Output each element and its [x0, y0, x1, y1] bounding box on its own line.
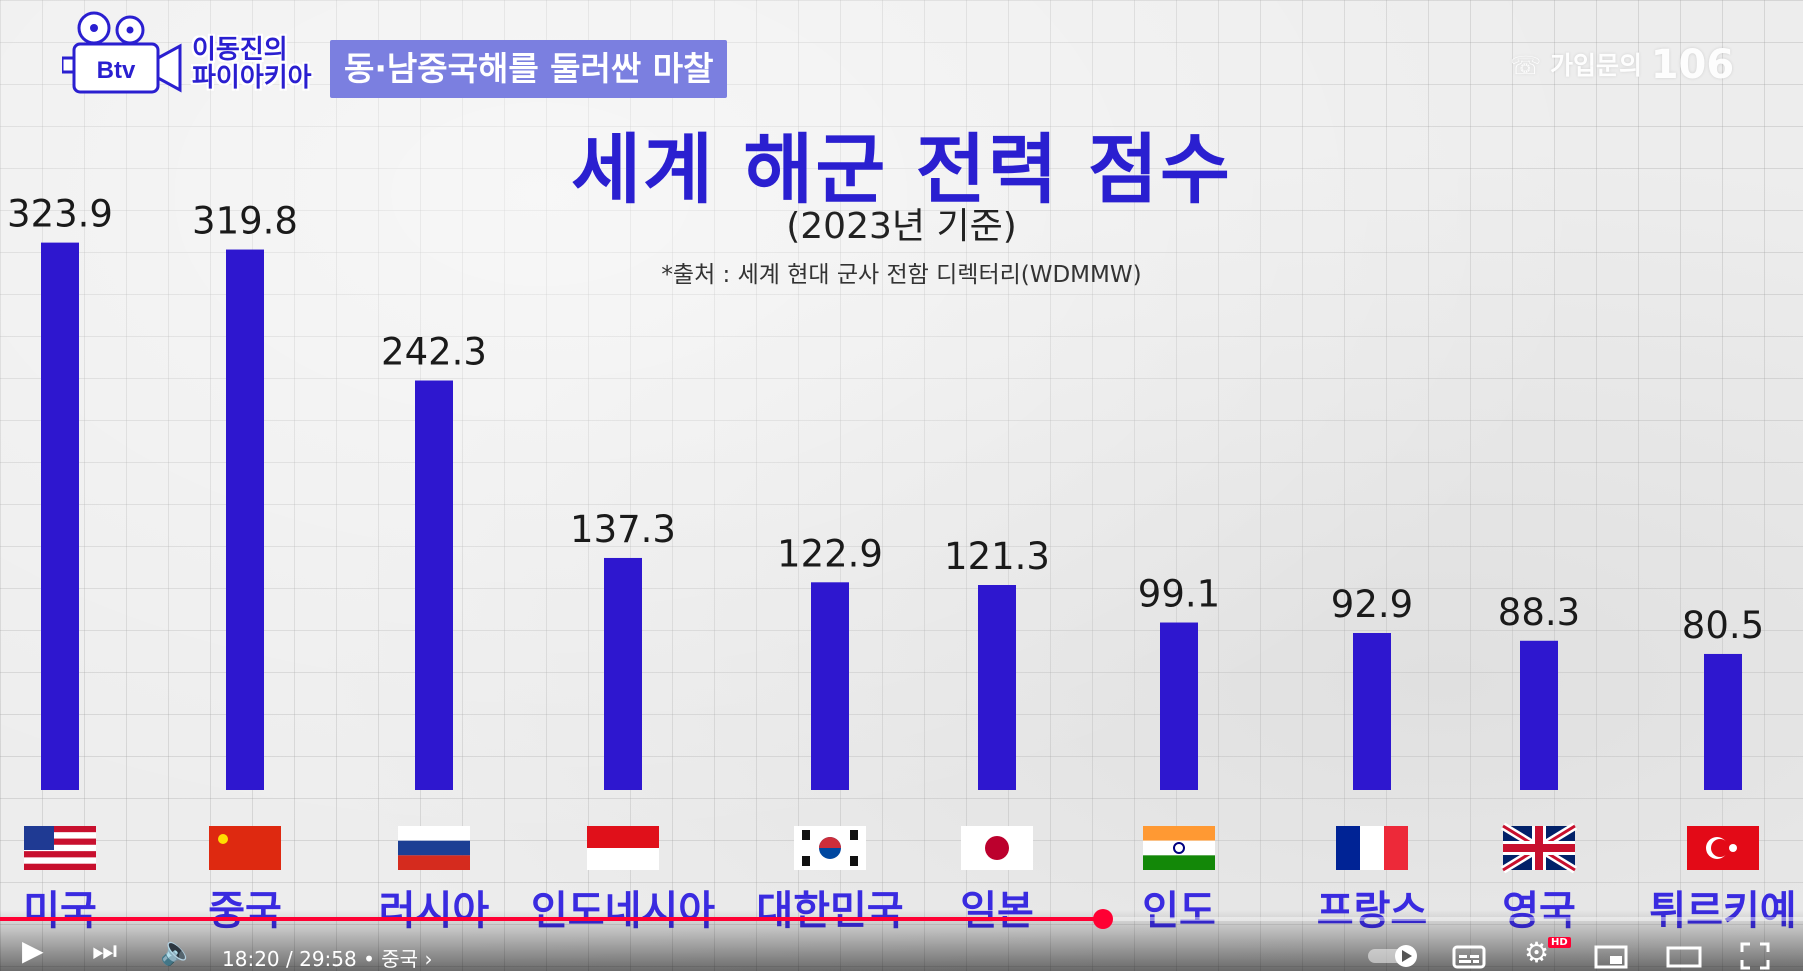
- korea-flag-icon: [794, 826, 866, 870]
- bar-6: [1160, 622, 1198, 790]
- next-icon[interactable]: ⏭: [92, 934, 118, 967]
- show-title: 이동진의 파이아키아: [192, 36, 312, 92]
- bar-8: [1520, 640, 1558, 790]
- bar-2: [415, 380, 453, 790]
- value-label-1: 319.8: [192, 200, 298, 243]
- value-label-5: 121.3: [944, 535, 1050, 578]
- show-title-line1: 이동진의: [192, 35, 288, 65]
- value-label-2: 242.3: [381, 331, 487, 374]
- value-label-9: 80.5: [1682, 604, 1764, 647]
- france-flag-icon: [1336, 826, 1408, 870]
- bar-1: [226, 249, 264, 791]
- time-current: 18:20: [222, 947, 280, 971]
- progress-track[interactable]: [0, 909, 1803, 929]
- bar-9: [1704, 653, 1742, 790]
- china-flag-icon: [209, 826, 281, 870]
- turkey-flag-icon: [1687, 826, 1759, 870]
- value-label-8: 88.3: [1498, 591, 1580, 634]
- theater-icon[interactable]: [1666, 944, 1702, 970]
- btv-logo-icon: Btv: [62, 11, 182, 94]
- progress-fill: [0, 917, 1104, 921]
- hd-badge: HD: [1548, 937, 1571, 948]
- us-flag-icon: [24, 826, 96, 870]
- autoplay-toggle-icon[interactable]: [1366, 943, 1422, 969]
- logo-text: Btv: [97, 57, 136, 84]
- indonesia-flag-icon: [587, 826, 659, 870]
- uk-flag-icon: [1500, 822, 1578, 874]
- bar-4: [811, 582, 849, 790]
- bar-0: [41, 242, 79, 790]
- time-total: 29:58: [299, 947, 357, 971]
- time-separator: /: [286, 947, 300, 971]
- value-label-0: 323.9: [7, 193, 113, 236]
- fullscreen-icon[interactable]: [1740, 942, 1770, 970]
- miniplayer-icon[interactable]: [1594, 944, 1628, 970]
- india-flag-icon: [1143, 826, 1215, 870]
- chart-subtitle: (2023년 기준): [786, 206, 1017, 247]
- value-label-6: 99.1: [1138, 573, 1220, 616]
- time-display: 18:20 / 29:58 • 중국 ›: [222, 943, 432, 971]
- chevron-right-icon[interactable]: ›: [424, 947, 433, 971]
- play-icon[interactable]: ▶: [22, 934, 44, 967]
- settings-icon[interactable]: ⚙: [1524, 936, 1550, 969]
- show-title-line2: 파이아키아: [192, 63, 312, 93]
- chart-title: 세계 해군 전력 점수: [571, 125, 1232, 214]
- value-label-4: 122.9: [777, 532, 883, 575]
- watermark-number: 106: [1650, 42, 1735, 88]
- chapter-title[interactable]: 중국: [381, 947, 419, 971]
- value-label-7: 92.9: [1331, 583, 1413, 626]
- volume-icon[interactable]: 🔈: [160, 934, 195, 967]
- progress-scrubber[interactable]: [1093, 909, 1114, 929]
- japan-flag-icon: [961, 826, 1033, 870]
- chapter-dot: •: [363, 947, 382, 971]
- subtitles-icon[interactable]: [1452, 944, 1486, 970]
- bar-7: [1353, 632, 1391, 790]
- chart-source: *출처 : 세계 현대 군사 전함 디렉터리(WDMMW): [661, 262, 1142, 288]
- bar-3: [604, 557, 642, 790]
- russia-flag-icon: [398, 826, 470, 870]
- topic-tag: 동·남중국해를 둘러싼 마찰: [330, 40, 728, 98]
- bar-5: [978, 585, 1016, 790]
- value-label-3: 137.3: [570, 508, 676, 551]
- watermark-text: 가입문의: [1549, 51, 1642, 80]
- phone-icon: ☏: [1510, 51, 1542, 80]
- watermark: ☏ 가입문의 106: [1510, 42, 1734, 88]
